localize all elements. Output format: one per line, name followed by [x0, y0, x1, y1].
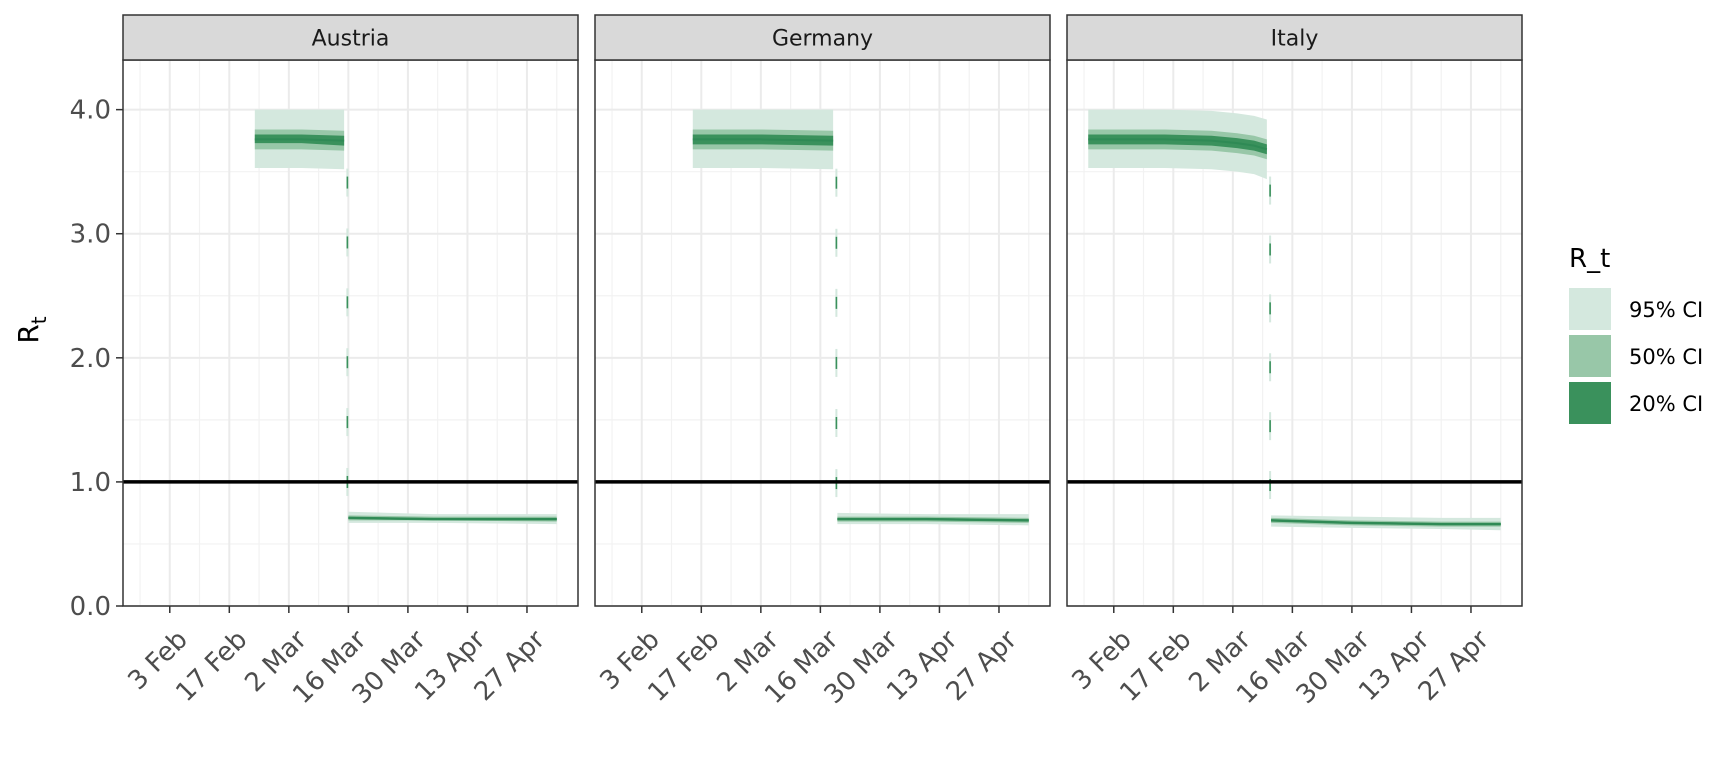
- facet-strip: [594, 14, 1051, 61]
- legend-title: R_t: [1569, 244, 1610, 274]
- facet-strip: [1066, 14, 1523, 61]
- median-line: [837, 518, 1029, 522]
- legend-label: 20% CI: [1629, 392, 1703, 416]
- facet-label: Italy: [1271, 27, 1319, 52]
- y-tick-label: 4.0: [70, 96, 111, 126]
- legend-label: 50% CI: [1629, 345, 1703, 369]
- median-line: [1088, 138, 1268, 151]
- median-line: [254, 138, 345, 142]
- legend-key: [1569, 382, 1611, 424]
- legend-items: 95% CI 50% CI 20% CI: [1569, 288, 1703, 424]
- facet-label: Germany: [772, 27, 873, 52]
- y-axis-title-main: R: [12, 324, 45, 343]
- facet-label: Austria: [312, 27, 390, 52]
- legend-label: 95% CI: [1629, 298, 1703, 322]
- panel-background: [123, 60, 578, 606]
- facet-strip: [122, 14, 579, 61]
- median-line: [348, 516, 557, 521]
- y-axis-title-subscript: t: [27, 316, 51, 324]
- y-tick-label: 0.0: [70, 592, 111, 622]
- median-line: [1271, 519, 1501, 526]
- legend-key: [1569, 288, 1611, 330]
- legend: R_t 95% CI 50% CI 20% CI: [1569, 244, 1703, 424]
- median-line: [692, 138, 834, 142]
- legend-key: [1569, 335, 1611, 377]
- y-tick-label: 1.0: [70, 468, 111, 498]
- y-tick-label: 2.0: [70, 344, 111, 374]
- y-axis-title: Rt: [12, 316, 51, 343]
- y-tick-label: 3.0: [70, 220, 111, 250]
